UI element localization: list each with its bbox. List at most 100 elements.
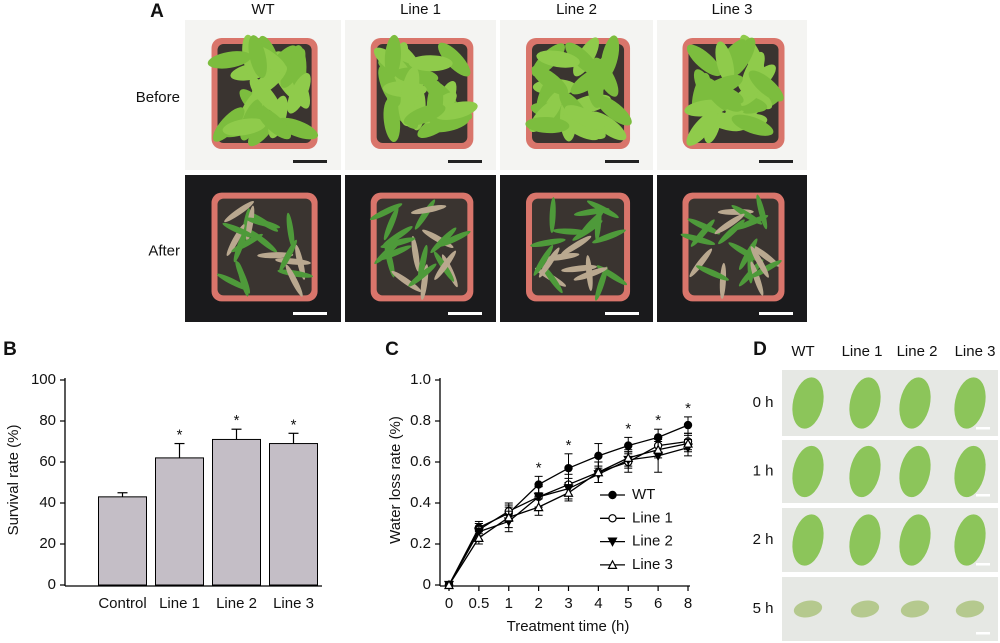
legend-label: WT (632, 486, 655, 503)
x-tick-label: Line 2 (216, 595, 257, 612)
scale-bar (759, 160, 793, 163)
leaf (792, 377, 824, 429)
leaf (690, 219, 715, 247)
y-tick-label: 0 (423, 576, 431, 593)
leaf (285, 264, 303, 297)
y-axis-title: Survival rate (%) (5, 425, 22, 536)
leaf (595, 95, 632, 126)
leaf (383, 98, 401, 143)
leaf (899, 377, 931, 429)
leaf (391, 270, 422, 292)
leaf (954, 445, 986, 498)
x-tick-label: Line 3 (273, 595, 314, 612)
leaf (714, 213, 745, 235)
panel-label: A (150, 1, 164, 22)
leaf (955, 600, 985, 618)
photo (500, 175, 653, 322)
leaf (900, 600, 930, 618)
bar (155, 457, 204, 586)
y-tick-label: 1.0 (410, 371, 431, 388)
scale-bar (605, 160, 639, 163)
leaf (245, 217, 281, 229)
leaf (538, 247, 560, 278)
y-tick-label: 0.8 (410, 412, 431, 429)
leaf (734, 214, 769, 230)
row-label: 5 h (753, 600, 774, 617)
leaf (536, 50, 580, 68)
leaf (410, 205, 447, 215)
column-label: WT (791, 343, 814, 360)
leaf (411, 236, 420, 272)
panel-label: C (385, 339, 399, 360)
leaf (286, 212, 295, 249)
leaf (592, 229, 626, 244)
data-point (473, 532, 484, 542)
row-label: 0 h (753, 394, 774, 411)
leaf (899, 445, 931, 498)
leaf (256, 107, 292, 140)
leaf (403, 104, 446, 126)
leaf (573, 207, 610, 216)
leaf (383, 206, 399, 241)
leaf (561, 264, 598, 273)
x-tick-label: 2 (534, 595, 542, 612)
leaf (573, 267, 608, 281)
leaf (207, 51, 252, 69)
significance-label: * (536, 459, 542, 476)
data-point (444, 579, 454, 590)
leaf (728, 242, 760, 262)
data-point (624, 441, 633, 450)
leaf (592, 57, 619, 97)
leaf (560, 235, 592, 256)
column-label: Line 1 (842, 343, 883, 360)
leaf (222, 118, 267, 136)
leaf (578, 210, 604, 237)
leaf (792, 514, 824, 566)
legend-label: Line 3 (632, 556, 673, 573)
leaf (231, 233, 263, 253)
leaf (248, 35, 267, 79)
data-point (563, 487, 574, 497)
leaf (287, 73, 311, 114)
x-tick-label: Control (98, 595, 146, 612)
leaf (849, 377, 881, 429)
leaf (401, 66, 420, 111)
x-tick-label: 5 (624, 595, 632, 612)
row-label: 1 h (753, 462, 774, 479)
leaf (850, 600, 880, 618)
column-label: Line 2 (897, 343, 938, 360)
column-label: Line 2 (556, 1, 597, 18)
leaf (237, 261, 249, 297)
column-label: WT (251, 1, 274, 18)
y-tick-label: 0.2 (410, 535, 431, 552)
leaf (689, 248, 713, 278)
photo (185, 175, 341, 322)
leaf (216, 273, 250, 291)
leaf (277, 269, 313, 278)
photo (185, 20, 341, 170)
scale-bar (976, 494, 990, 497)
x-tick-label: 3 (564, 595, 572, 612)
leaf (384, 242, 395, 278)
leaf (434, 101, 478, 120)
leaf (417, 244, 428, 281)
leaf (954, 514, 986, 566)
x-tick-label: 4 (594, 595, 602, 612)
leaf (525, 116, 570, 134)
scale-bar (976, 427, 990, 430)
leaf (849, 445, 881, 498)
scale-bar (293, 160, 327, 163)
legend-marker (607, 559, 618, 570)
leaf (750, 261, 764, 296)
photo (345, 175, 496, 322)
leaf (715, 41, 735, 85)
leaf (756, 194, 768, 230)
data-point (683, 438, 693, 448)
leaf (748, 70, 784, 102)
significance-label: * (291, 416, 297, 433)
leaf (719, 262, 727, 299)
leaf (718, 219, 745, 245)
significance-label: * (685, 400, 691, 417)
significance-label: * (177, 427, 183, 444)
